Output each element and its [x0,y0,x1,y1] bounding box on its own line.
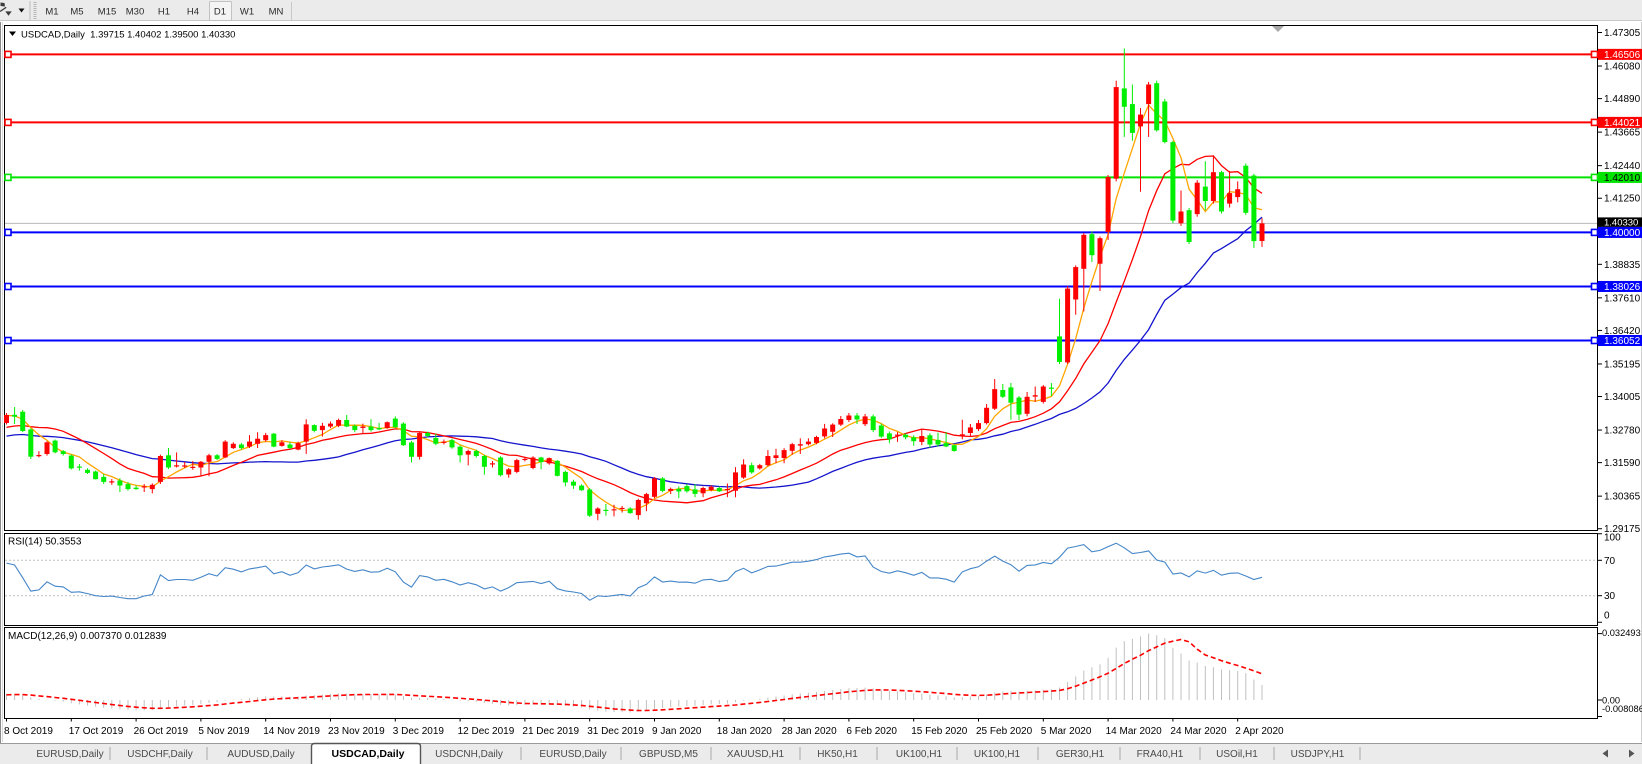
svg-text:1.36052: 1.36052 [1604,336,1641,347]
svg-text:17 Oct 2019: 17 Oct 2019 [69,726,124,737]
svg-text:5 Mar 2020: 5 Mar 2020 [1041,726,1092,737]
svg-text:1.41250: 1.41250 [1604,194,1641,205]
svg-text:AUDUSD,Daily: AUDUSD,Daily [227,749,294,760]
svg-text:1.29175: 1.29175 [1604,524,1641,535]
svg-text:18 Jan 2020: 18 Jan 2020 [717,726,772,737]
svg-text:M5: M5 [70,7,83,18]
svg-text:0.00: 0.00 [1602,695,1620,705]
svg-text:FRA40,H1: FRA40,H1 [1137,749,1184,760]
svg-text:EURUSD,Daily: EURUSD,Daily [36,749,103,760]
svg-text:1.47305: 1.47305 [1604,28,1641,39]
svg-text:28 Jan 2020: 28 Jan 2020 [782,726,837,737]
svg-text:1.46506: 1.46506 [1604,50,1641,61]
svg-text:24 Mar 2020: 24 Mar 2020 [1170,726,1227,737]
svg-text:14 Mar 2020: 14 Mar 2020 [1106,726,1163,737]
svg-text:XAUUSD,H1: XAUUSD,H1 [727,749,785,760]
svg-text:USDCAD,Daily 1.39715 1.40402: USDCAD,Daily 1.39715 1.40402 1.39500 1.4… [21,30,235,41]
svg-text:USDCAD,Daily: USDCAD,Daily [332,748,405,760]
svg-text:1.38835: 1.38835 [1604,260,1641,271]
svg-text:H1: H1 [158,7,170,18]
svg-text:1.40330: 1.40330 [1604,217,1638,228]
svg-text:GER30,H1: GER30,H1 [1056,749,1105,760]
svg-text:HK50,H1: HK50,H1 [817,749,858,760]
svg-text:2 Apr 2020: 2 Apr 2020 [1235,726,1284,737]
svg-text:GBPUSD,M5: GBPUSD,M5 [639,749,698,760]
svg-text:1.46080: 1.46080 [1604,62,1641,73]
svg-text:EURUSD,Daily: EURUSD,Daily [539,749,606,760]
svg-text:1.40000: 1.40000 [1604,228,1641,239]
svg-text:14 Nov 2019: 14 Nov 2019 [263,726,320,737]
svg-text:9 Jan 2020: 9 Jan 2020 [652,726,702,737]
svg-text:30: 30 [1604,591,1616,602]
svg-text:1.43665: 1.43665 [1604,128,1641,139]
svg-text:1.44021: 1.44021 [1604,118,1641,129]
svg-text:M1: M1 [45,7,58,18]
svg-text:MACD(12,26,9) 0.007370 0.01283: MACD(12,26,9) 0.007370 0.012839 [8,631,167,642]
svg-text:1.31590: 1.31590 [1604,458,1641,469]
svg-text:0.032493: 0.032493 [1602,628,1641,638]
svg-text:5 Nov 2019: 5 Nov 2019 [198,726,250,737]
svg-text:21 Dec 2019: 21 Dec 2019 [522,726,579,737]
svg-text:31 Dec 2019: 31 Dec 2019 [587,726,644,737]
svg-text:1.44890: 1.44890 [1604,94,1641,105]
svg-text:W1: W1 [240,7,254,18]
svg-text:USDCNH,Daily: USDCNH,Daily [435,749,503,760]
svg-text:70: 70 [1604,556,1616,567]
svg-text:1.36420: 1.36420 [1604,326,1641,337]
svg-text:D1: D1 [214,7,226,18]
svg-text:25 Feb 2020: 25 Feb 2020 [976,726,1033,737]
svg-text:M30: M30 [126,7,144,18]
svg-text:-0.008086: -0.008086 [1602,704,1642,714]
svg-text:USDCHF,Daily: USDCHF,Daily [127,749,193,760]
svg-text:6 Feb 2020: 6 Feb 2020 [846,726,897,737]
svg-text:M15: M15 [98,7,116,18]
svg-text:8 Oct 2019: 8 Oct 2019 [4,726,53,737]
svg-text:1.30365: 1.30365 [1604,492,1641,503]
svg-text:1.35195: 1.35195 [1604,359,1641,370]
svg-text:MN: MN [269,7,284,18]
svg-text:26 Oct 2019: 26 Oct 2019 [134,726,189,737]
svg-text:1.37610: 1.37610 [1604,293,1641,304]
svg-text:12 Dec 2019: 12 Dec 2019 [458,726,515,737]
svg-text:0: 0 [1604,611,1610,622]
svg-text:H4: H4 [187,7,199,18]
svg-text:1.42010: 1.42010 [1604,173,1641,184]
svg-text:RSI(14) 50.3553: RSI(14) 50.3553 [8,537,82,548]
svg-text:1.38026: 1.38026 [1604,282,1641,293]
svg-text:USDJPY,H1: USDJPY,H1 [1291,749,1345,760]
svg-text:1.42440: 1.42440 [1604,161,1641,172]
svg-text:UK100,H1: UK100,H1 [974,749,1021,760]
svg-text:1.32780: 1.32780 [1604,426,1641,437]
svg-text:USOil,H1: USOil,H1 [1216,749,1258,760]
svg-text:1.34005: 1.34005 [1604,392,1641,403]
svg-text:3 Dec 2019: 3 Dec 2019 [393,726,445,737]
svg-text:100: 100 [1604,533,1621,544]
svg-text:UK100,H1: UK100,H1 [896,749,943,760]
svg-text:23 Nov 2019: 23 Nov 2019 [328,726,385,737]
svg-text:15 Feb 2020: 15 Feb 2020 [911,726,968,737]
